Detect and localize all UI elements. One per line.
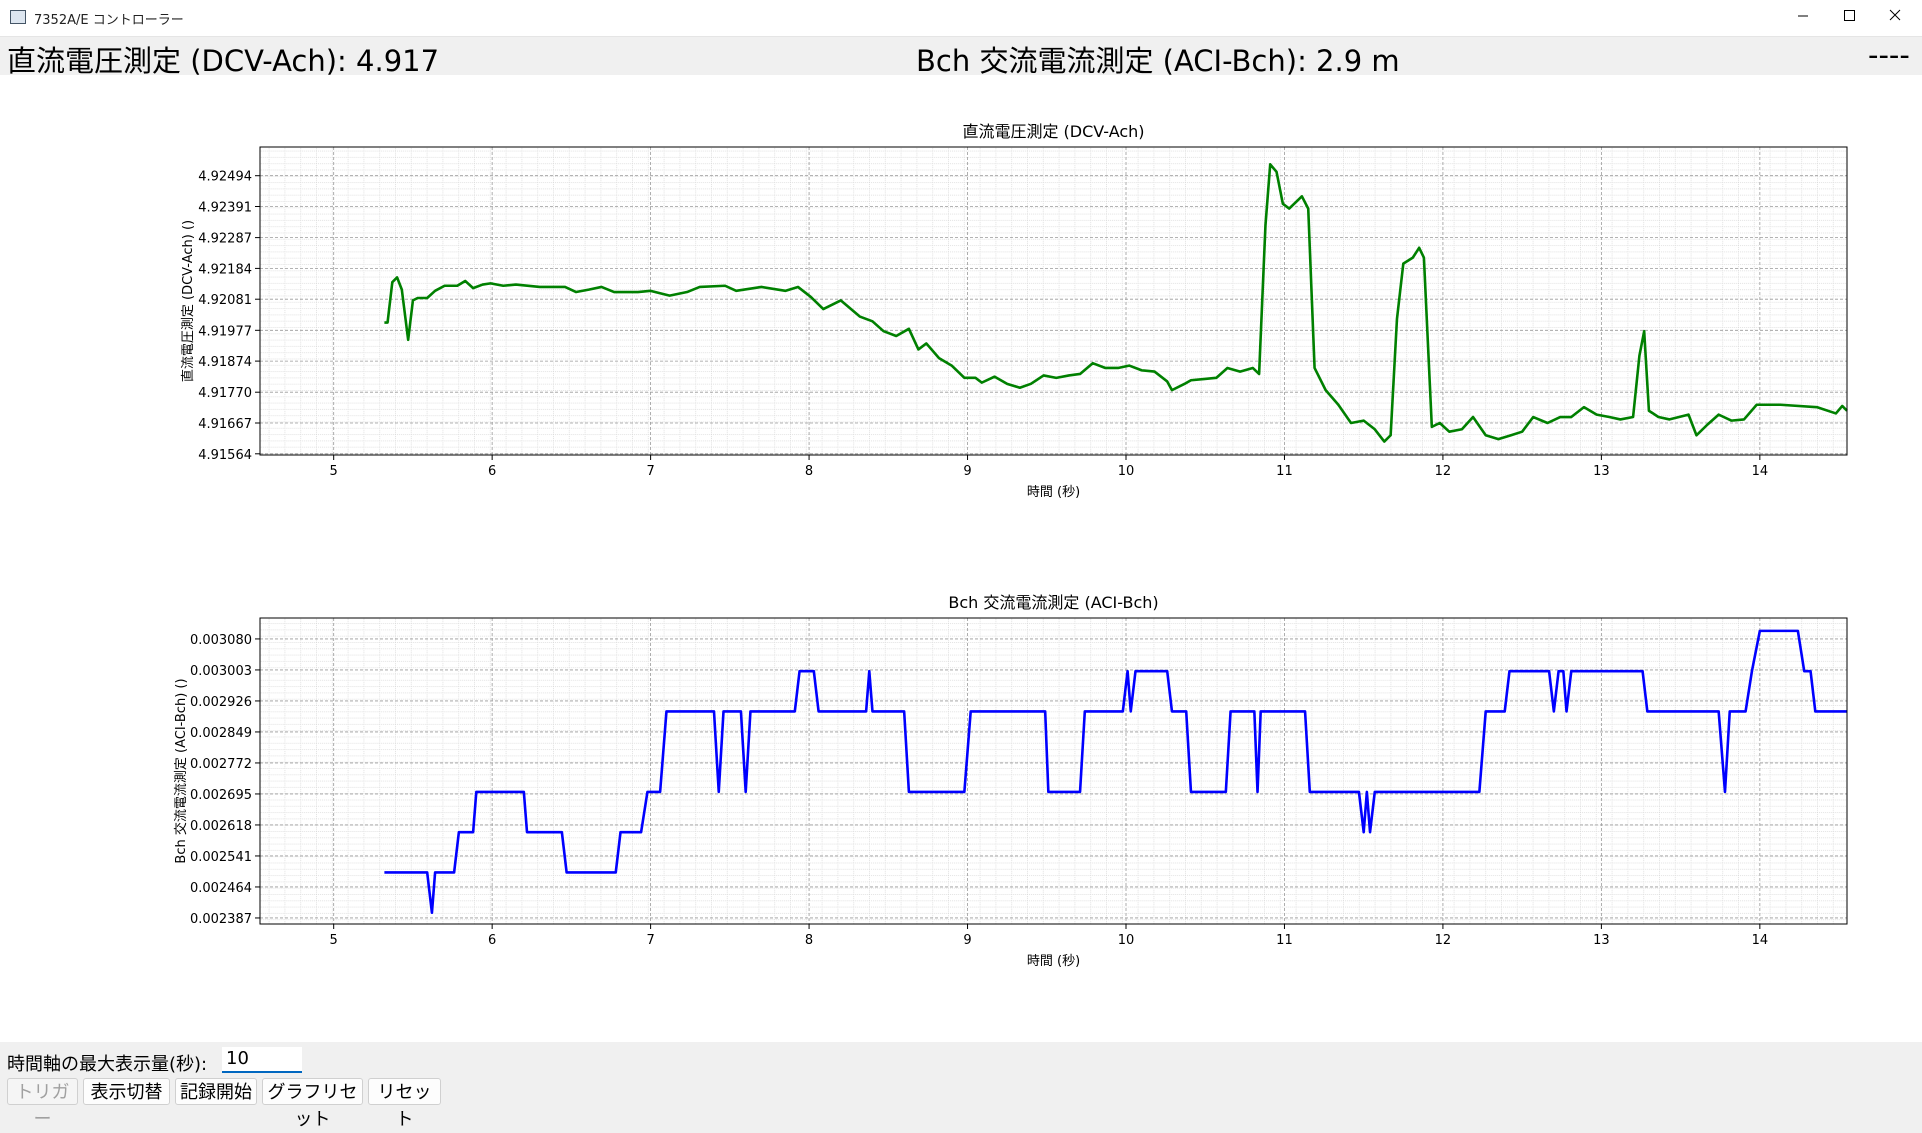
maximize-button[interactable] [1826,0,1872,36]
data-line [384,163,1848,443]
x-tick-label: 11 [1276,464,1293,479]
y-tick-label: 4.91977 [198,324,252,339]
x-tick-label: 14 [1752,464,1769,479]
x-axis-label: 時間 (秒) [1027,485,1080,500]
y-tick-label: 4.92494 [198,170,252,185]
y-tick-label: 4.91770 [198,386,252,401]
y-tick-label: 4.91874 [198,355,252,370]
y-tick-label: 4.91667 [198,417,252,432]
dcv-readout: 直流電圧測定 (DCV-Ach): 4.917 [7,44,440,78]
minor-grid [260,147,1847,455]
x-tick-label: 6 [488,933,496,948]
app-icon [10,10,26,24]
x-axis-label: 時間 (秒) [1027,954,1080,969]
minor-grid [260,618,1847,924]
y-tick-label: 0.002387 [190,912,252,927]
x-tick-label: 8 [805,464,813,479]
axis-range-input[interactable]: 10 [222,1047,302,1073]
start-recording-button[interactable]: 記録開始 [175,1078,257,1105]
title-bar: 7352A/E コントローラー [0,0,1922,37]
minimize-button[interactable] [1780,0,1826,36]
y-axis-label: Bch 交流電流測定 (ACI-Bch) () [174,678,189,863]
reset-button[interactable]: リセット [368,1078,441,1130]
x-tick-label: 13 [1593,464,1610,479]
x-tick-label: 10 [1118,933,1135,948]
x-tick-label: 5 [330,933,338,948]
graph-reset-button[interactable]: グラフリセット [262,1078,363,1130]
plot-frame [259,146,1848,456]
toggle-display-button[interactable]: 表示切替 [83,1078,170,1105]
x-tick-label: 9 [963,933,971,948]
y-axis-label: 直流電圧測定 (DCV-Ach) () [180,220,196,382]
window-title: 7352A/E コントローラー [34,13,184,28]
x-tick-label: 8 [805,933,813,948]
control-panel: 時間軸の最大表示量(秒): 10 トリガー 表示切替 記録開始 グラフリセット … [0,1042,1922,1130]
y-tick-label: 0.002772 [190,757,252,772]
chart-title: Bch 交流電流測定 (ACI-Bch) [948,593,1158,612]
chart-title: 直流電圧測定 (DCV-Ach) [962,122,1144,141]
y-tick-label: 4.92184 [198,262,252,277]
data-line [384,629,1847,915]
plot-frame [259,617,1848,925]
y-tick-label: 4.92287 [198,232,252,247]
charts: 直流電圧測定 (DCV-Ach) 5 6 7 8 9 10 11 12 13 14 4.91564 4.… [174,122,1848,969]
x-tick-label: 6 [488,464,496,479]
y-tick-label: 4.91564 [198,448,252,463]
y-tick-label: 0.003080 [190,633,252,648]
x-tick-label: 10 [1118,464,1135,479]
close-button[interactable] [1872,0,1918,36]
y-tick-label: 0.002541 [190,850,252,865]
y-tick-label: 0.002618 [190,819,252,834]
y-tick-label: 0.002849 [190,726,252,741]
x-tick-label: 9 [963,464,971,479]
x-tick-label: 5 [330,464,338,479]
x-tick-label: 7 [646,933,654,948]
status-header: 直流電圧測定 (DCV-Ach): 4.917 Bch 交流電流測定 (ACI-… [0,37,1922,78]
x-tick-label: 13 [1593,933,1610,948]
extra-readout: ---- [1868,38,1910,72]
y-tick-label: 4.92081 [198,293,252,308]
trigger-button: トリガー [7,1078,78,1130]
y-tick-label: 0.002695 [190,788,252,803]
plot-area: 直流電圧測定 (DCV-Ach) 5 6 7 8 9 10 11 12 13 14 4.91564 4.… [0,75,1922,1042]
x-tick-label: 14 [1752,933,1769,948]
y-tick-label: 4.92391 [198,201,252,216]
x-tick-label: 12 [1435,464,1452,479]
aci-readout: Bch 交流電流測定 (ACI-Bch): 2.9 m [916,44,1400,78]
x-tick-label: 7 [646,464,654,479]
y-tick-label: 0.002926 [190,695,252,710]
y-tick-label: 0.003003 [190,664,252,679]
y-tick-label: 0.002464 [190,881,252,896]
x-tick-label: 12 [1435,933,1452,948]
x-tick-label: 11 [1276,933,1293,948]
axis-range-label: 時間軸の最大表示量(秒): [7,1054,208,1075]
